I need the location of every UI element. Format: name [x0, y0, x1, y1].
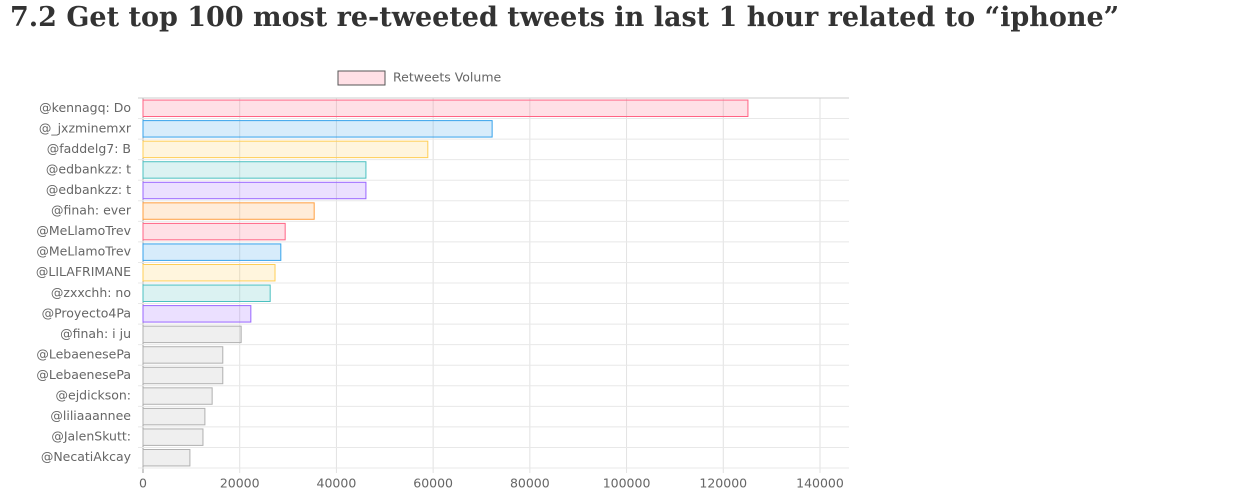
x-tick-label: 100000 — [603, 476, 651, 491]
x-tick-label: 60000 — [413, 476, 453, 491]
bar — [142, 120, 493, 138]
x-tick-label: 140000 — [796, 476, 844, 491]
x-tick-label: 20000 — [220, 476, 260, 491]
bar — [142, 366, 224, 385]
y-tick-label: @edbankzz: t — [46, 161, 131, 176]
bar — [142, 449, 191, 467]
y-tick-label: @LILAFRIMANE — [36, 264, 131, 279]
bar — [142, 346, 224, 364]
y-tick-label: @finah: ever — [51, 203, 132, 218]
x-tick-label: 40000 — [317, 476, 357, 491]
y-tick-label: @_jxzminemxr — [39, 120, 132, 135]
x-tick-label: 120000 — [699, 476, 747, 491]
y-tick-label: @liliaaannee — [50, 408, 131, 423]
y-tick-label: @finah: i ju — [60, 326, 131, 341]
y-tick-label: @Proyecto4Pa — [42, 305, 131, 320]
bar — [142, 284, 271, 302]
y-tick-label: @edbankzz: t — [46, 182, 131, 197]
y-tick-label: @ejdickson: — [56, 388, 131, 403]
bar — [142, 387, 213, 405]
bar — [142, 305, 252, 323]
x-tick-label: 80000 — [510, 476, 550, 491]
y-tick-label: @JalenSkutt: — [51, 429, 131, 444]
bar — [142, 428, 204, 446]
bar — [142, 222, 286, 241]
bar — [142, 99, 749, 118]
legend-swatch — [337, 70, 386, 86]
legend-label: Retweets Volume — [393, 70, 502, 85]
bar — [142, 202, 315, 220]
y-tick-label: @LebaenesePa — [36, 346, 131, 361]
bar — [142, 140, 429, 159]
y-tick-label: @zxxchh: no — [51, 285, 131, 300]
y-tick-label: @kennagq: Do — [39, 100, 131, 115]
x-tick-label: 0 — [139, 476, 147, 491]
bar — [142, 325, 242, 344]
bar — [142, 243, 282, 261]
bar — [142, 161, 367, 179]
bar — [142, 264, 276, 282]
y-tick-label: @LebaenesePa — [36, 367, 131, 382]
y-tick-label: @faddelg7: B — [47, 141, 131, 156]
y-tick-label: @NecatiAkcay — [41, 449, 132, 464]
y-tick-label: @MeLlamoTrev — [36, 223, 131, 238]
page-title: 7.2 Get top 100 most re-tweeted tweets i… — [10, 2, 1120, 33]
bar — [142, 181, 367, 200]
y-tick-label: @MeLlamoTrev — [36, 244, 131, 259]
bar — [142, 407, 206, 426]
